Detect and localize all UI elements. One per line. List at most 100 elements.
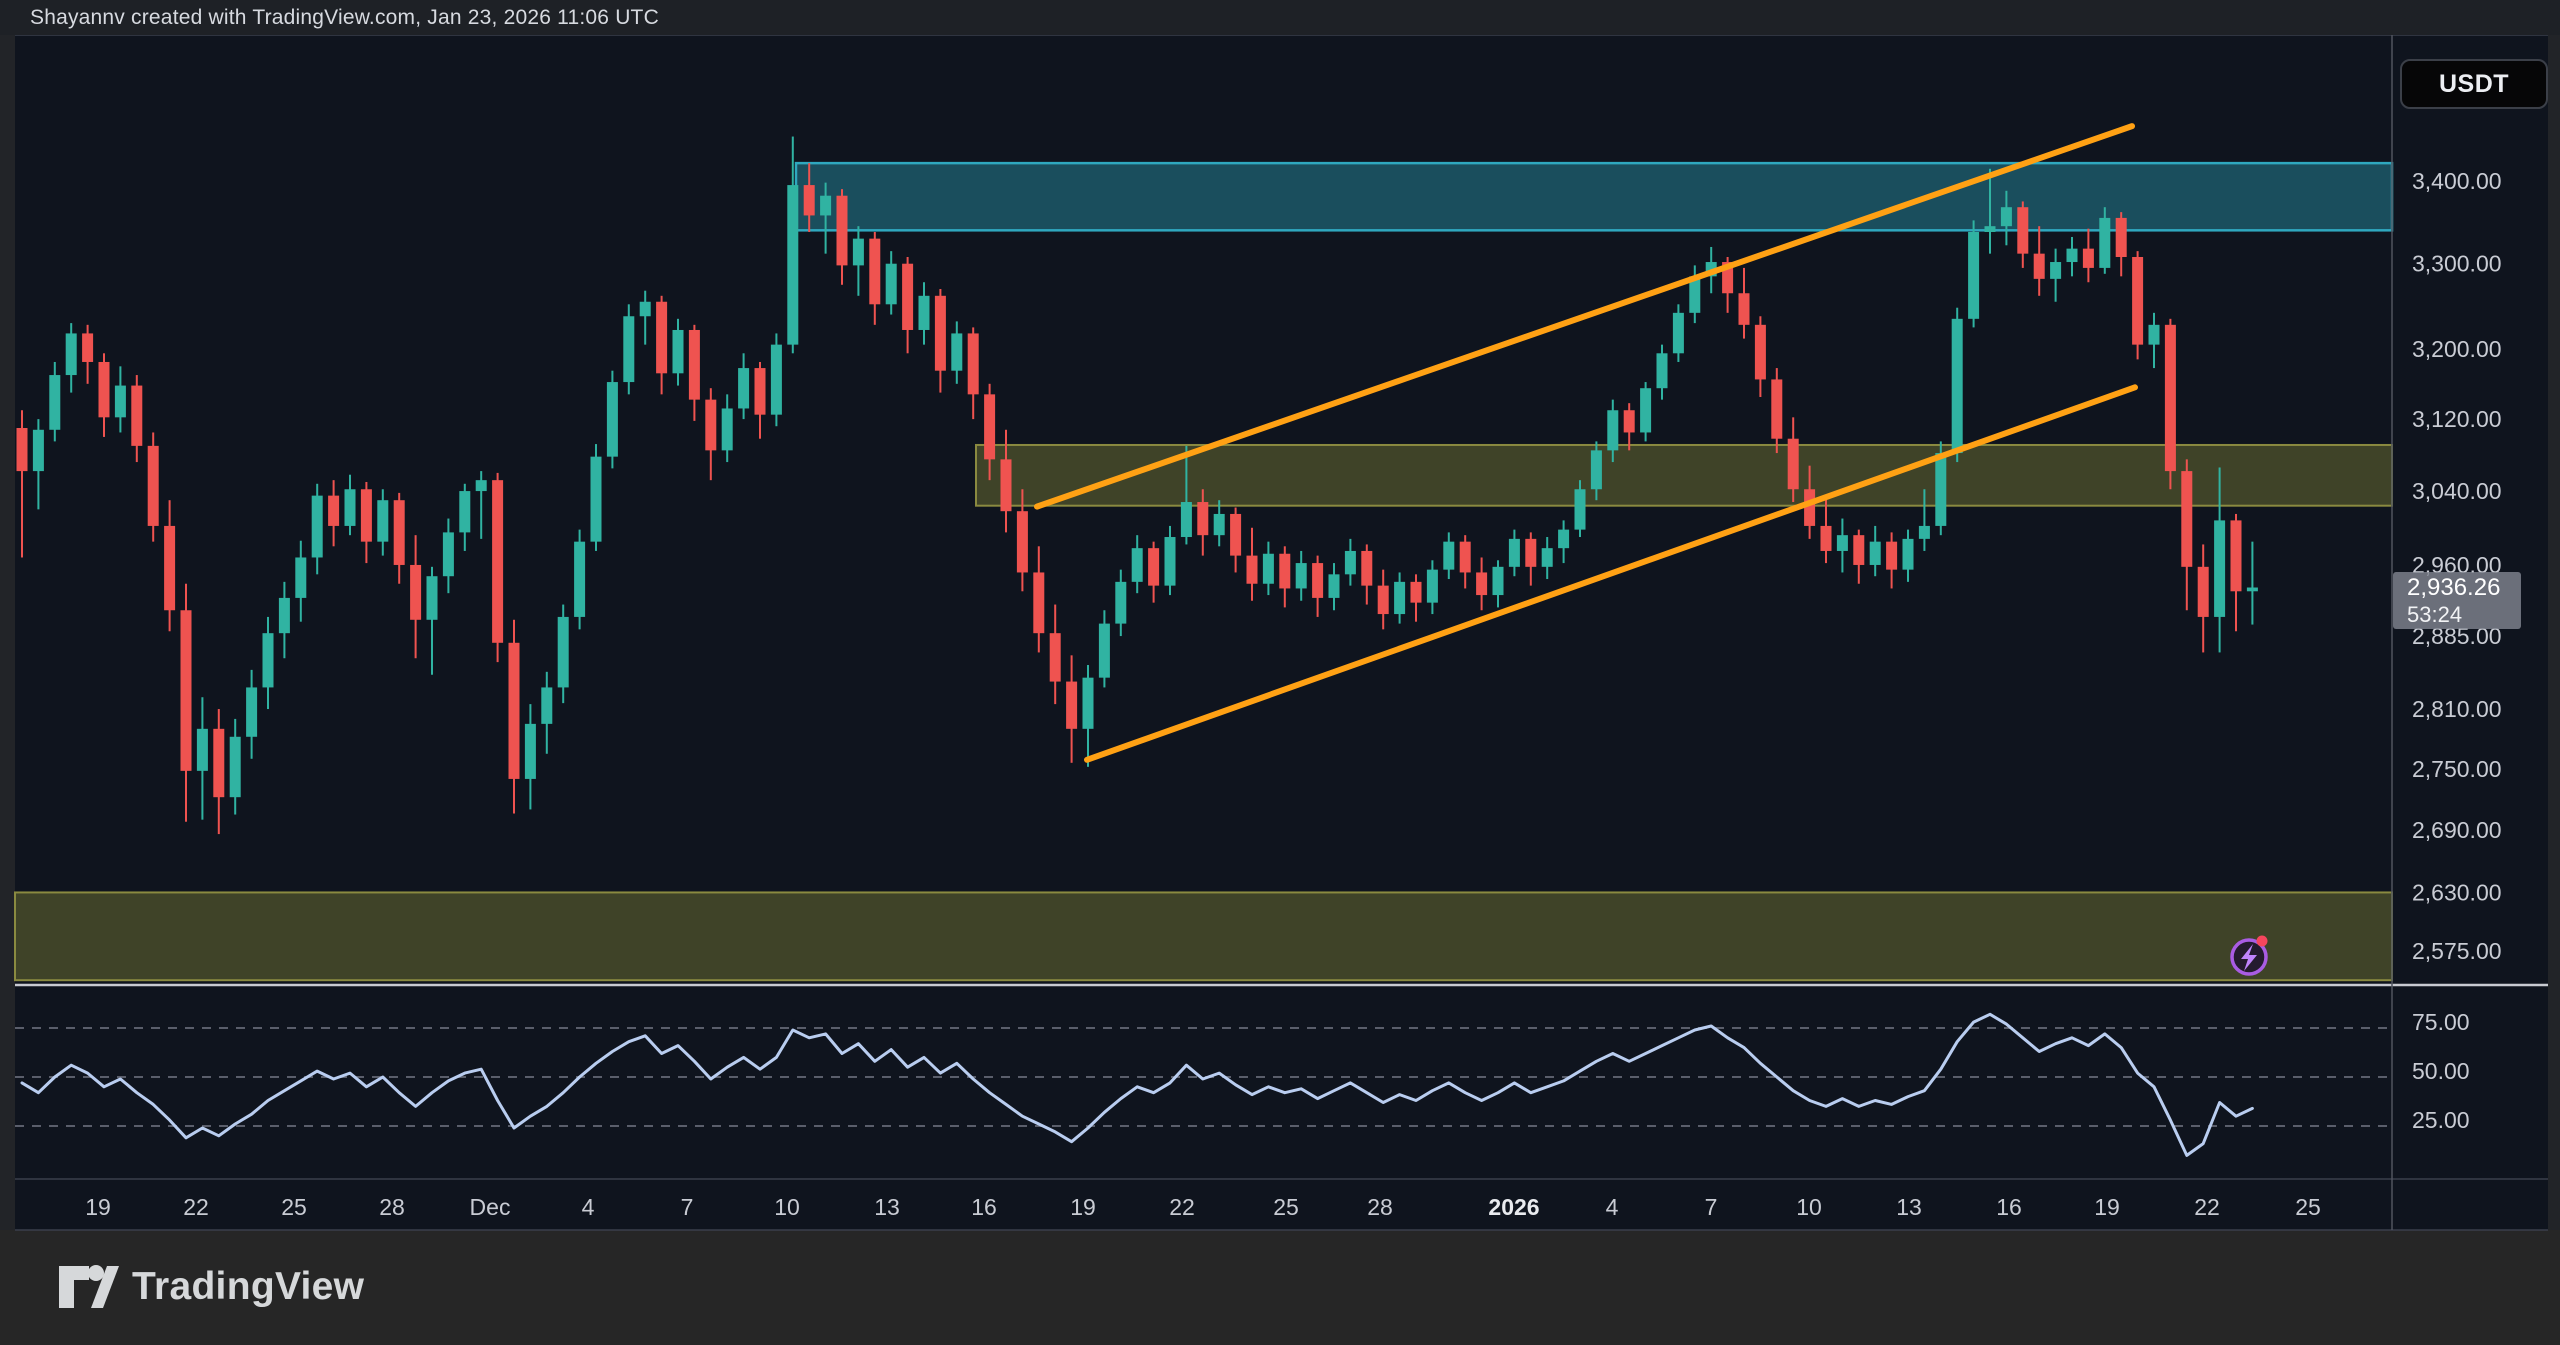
candle-body (623, 316, 635, 383)
candle-body (16, 427, 28, 472)
candle-body (114, 385, 126, 418)
candle-body (1754, 324, 1766, 380)
candle-body (557, 616, 569, 688)
candle-body (49, 375, 61, 430)
candle-body (984, 394, 996, 460)
time-tick-label[interactable]: 22 (2194, 1194, 2220, 1220)
bottom-support-zone[interactable] (14, 891, 2393, 982)
time-tick-label[interactable]: 25 (1273, 1194, 1299, 1220)
rsi-tick-label: 50.00 (2412, 1058, 2470, 1084)
candle-body (951, 333, 963, 371)
time-tick-label[interactable]: 7 (1705, 1194, 1718, 1220)
time-tick-label[interactable]: 16 (1996, 1194, 2022, 1220)
candle-body (180, 610, 192, 771)
time-tick-label[interactable]: 10 (1796, 1194, 1822, 1220)
candle-body (754, 368, 766, 415)
candle-body (639, 301, 651, 317)
candle-body (442, 532, 454, 577)
candle-body (1656, 353, 1668, 389)
footer-branding: TradingView (58, 1262, 364, 1312)
candle-body (1180, 502, 1192, 538)
time-tick-label[interactable]: 28 (379, 1194, 405, 1220)
bar-countdown: 53:24 (2407, 602, 2463, 627)
price-tick-label: 3,300.00 (2412, 251, 2502, 277)
candle-body (1672, 312, 1684, 354)
candle-body (1344, 550, 1356, 575)
candle-body (1098, 623, 1110, 678)
price-tick-label: 2,750.00 (2412, 756, 2502, 782)
candle-body (2115, 217, 2127, 257)
time-tick-label[interactable]: 4 (1606, 1194, 1619, 1220)
candle-body (475, 480, 487, 492)
time-tick-label[interactable]: 13 (874, 1194, 900, 1220)
price-tick-label: 2,575.00 (2412, 938, 2502, 964)
time-tick-label[interactable]: 16 (971, 1194, 997, 1220)
price-tick-label: 3,400.00 (2412, 168, 2502, 194)
candle-wick (480, 471, 483, 539)
trendlines-layer[interactable] (1034, 123, 2138, 763)
time-tick-label[interactable]: 13 (1896, 1194, 1922, 1220)
candle-body (32, 429, 44, 472)
time-tick-label[interactable]: 2026 (1488, 1194, 1539, 1220)
channel-top[interactable] (1034, 123, 2135, 510)
time-tick-label[interactable]: 10 (774, 1194, 800, 1220)
zones-layer[interactable] (14, 161, 2394, 982)
candle-body (606, 382, 618, 457)
boost-icon[interactable] (2230, 935, 2268, 976)
candle-body (1459, 541, 1471, 573)
time-tick-label[interactable]: 25 (281, 1194, 307, 1220)
last-price-badge: 2,936.26 53:24 (2393, 572, 2521, 629)
time-tick-label[interactable]: 22 (1169, 1194, 1195, 1220)
candle-body (2197, 566, 2209, 617)
candle-body (1951, 318, 1963, 454)
candle-body (590, 456, 602, 542)
candle-body (1312, 563, 1324, 598)
time-tick-label[interactable]: 28 (1367, 1194, 1393, 1220)
time-tick-label[interactable]: 19 (85, 1194, 111, 1220)
time-tick-label[interactable]: 4 (582, 1194, 595, 1220)
candle-body (344, 489, 356, 526)
candle-body (1607, 410, 1619, 451)
candle-body (131, 385, 143, 446)
time-tick-label[interactable]: 19 (2094, 1194, 2120, 1220)
candle-body (2214, 520, 2226, 617)
notification-dot (2256, 935, 2268, 947)
mid-supply-zone[interactable] (975, 443, 2393, 507)
candle-body (967, 333, 979, 395)
chart-attribution: Shayannv created with TradingView.com, J… (0, 0, 2560, 35)
candle-body (2033, 253, 2045, 279)
candle-wick (21, 410, 23, 558)
candle-body (1558, 529, 1570, 549)
candle-body (1640, 388, 1652, 433)
price-tick-label: 3,200.00 (2412, 336, 2502, 362)
candle-body (1771, 379, 1783, 439)
channel-bottom[interactable] (1084, 384, 2138, 763)
candle-body (803, 185, 815, 216)
candle-body (918, 295, 930, 330)
time-tick-label[interactable]: 19 (1070, 1194, 1096, 1220)
candle-body (934, 295, 946, 371)
time-tick-label[interactable]: 7 (681, 1194, 694, 1220)
candle-wick (431, 566, 433, 675)
time-tick-label[interactable]: 25 (2295, 1194, 2321, 1220)
candle-body (1049, 633, 1061, 682)
candle-body (1066, 681, 1078, 729)
time-tick-label[interactable]: Dec (470, 1194, 511, 1220)
candle-body (1623, 410, 1635, 433)
candle-body (1377, 585, 1389, 615)
candle-wick (644, 290, 647, 345)
candle-body (1131, 548, 1143, 582)
candle-body (1328, 574, 1340, 598)
candle-body (672, 329, 684, 374)
time-tick-label[interactable]: 22 (183, 1194, 209, 1220)
time-axis[interactable]: 19 22 25 28 Dec 4 7 10 13 16 19 22 25 28 2026 4 7 10 13 16 1… (85, 1194, 2321, 1220)
candle-body (1016, 511, 1028, 573)
candle-body (410, 564, 422, 620)
candle-body (1492, 566, 1504, 596)
price-tick-label: 2,690.00 (2412, 817, 2502, 843)
candle-body (328, 495, 340, 526)
resistance-zone[interactable] (794, 161, 2394, 232)
candle-body (1426, 569, 1438, 603)
candle-body (278, 597, 290, 634)
